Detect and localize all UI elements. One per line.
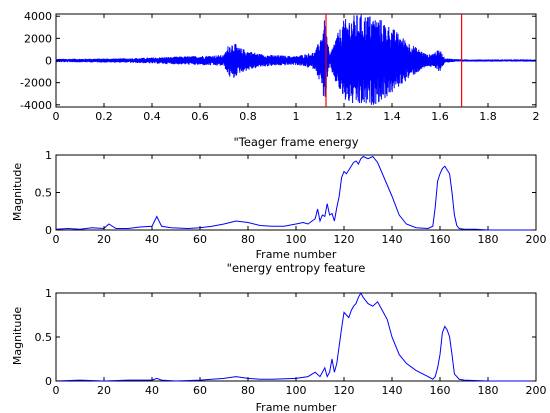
teager-energy-xtick-label: 80 [241,233,255,246]
waveform-xtick-label: 0.4 [143,110,161,123]
teager-energy-ytick-label: 0.5 [35,187,53,200]
waveform-xtick-label: 1 [293,110,300,123]
teager-energy-ylabel: Magnitude [11,163,24,222]
energy-entropy-xtick-label: 160 [430,384,451,397]
energy-entropy-panel: "energy entropy feature 0 20 40 60 80 100 120 1… [11,261,547,413]
energy-entropy-xtick-label: 20 [97,384,111,397]
waveform-panel: 0 0.2 0.4 0.6 0.8 1 1.2 1.4 1.6 1.8 2 4000 2000 0 -200… [20,10,539,123]
teager-energy-ytick-label: 0 [45,224,52,237]
teager-energy-ytick-label: 1 [45,149,52,162]
energy-entropy-series-layer [55,291,536,382]
waveform-ytick-label: 0 [45,55,52,68]
energy-entropy-ytick-label: 0 [45,375,52,388]
waveform-ytick-label: 4000 [24,10,52,23]
waveform-xtick-label: 0.2 [95,110,113,123]
teager-energy-ticks: 0 20 40 60 80 100 120 140 160 180 200 1 0.5 0 [35,149,547,246]
energy-entropy-ytick-label: 0.5 [35,331,53,344]
teager-energy-xtick-label: 20 [97,233,111,246]
waveform-series-line [55,14,537,105]
teager-energy-panel: "Teager frame energy 0 20 40 60 80 100 120 140 1… [11,135,547,261]
teager-energy-xtick-label: 140 [382,233,403,246]
energy-entropy-xtick-label: 60 [193,384,207,397]
energy-entropy-plot-area [55,292,537,382]
teager-energy-plot-area [55,154,537,231]
waveform-marker-layer [325,14,463,107]
energy-entropy-ticks: 0 20 40 60 80 100 120 140 160 180 200 1 0.5 0 [35,287,547,397]
waveform-xtick-label: 2 [533,110,540,123]
energy-entropy-xtick-label: 100 [286,384,307,397]
energy-entropy-xtick-label: 0 [53,384,60,397]
energy-entropy-xlabel: Frame number [256,401,337,413]
waveform-series-layer [55,14,537,105]
teager-energy-xtick-label: 40 [145,233,159,246]
teager-energy-xtick-label: 120 [334,233,355,246]
teager-energy-xtick-label: 100 [286,233,307,246]
teager-energy-xtick-label: 0 [53,233,60,246]
energy-entropy-ytick-label: 1 [45,287,52,300]
teager-energy-series-line [55,155,536,231]
energy-entropy-title: "energy entropy feature [227,261,366,275]
waveform-xtick-label: 0 [53,110,60,123]
teager-energy-xlabel: Frame number [256,248,337,261]
waveform-ytick-label: -2000 [20,77,52,90]
waveform-xtick-label: 0.8 [239,110,257,123]
energy-entropy-series-line [55,291,536,382]
teager-energy-xtick-label: 60 [193,233,207,246]
waveform-ytick-label: -4000 [20,99,52,112]
waveform-xtick-label: 0.6 [191,110,209,123]
energy-entropy-xtick-label: 200 [526,384,547,397]
waveform-ticks: 0 0.2 0.4 0.6 0.8 1 1.2 1.4 1.6 1.8 2 4000 2000 0 -200… [20,10,539,123]
teager-energy-xtick-label: 160 [430,233,451,246]
energy-entropy-xtick-label: 120 [334,384,355,397]
teager-energy-title: "Teager frame energy [233,135,358,149]
energy-entropy-xtick-label: 140 [382,384,403,397]
energy-entropy-xtick-label: 40 [145,384,159,397]
waveform-xtick-label: 1.8 [479,110,497,123]
teager-energy-xtick-label: 200 [526,233,547,246]
teager-energy-xtick-label: 180 [478,233,499,246]
energy-entropy-xtick-label: 80 [241,384,255,397]
waveform-xtick-label: 1.2 [335,110,353,123]
waveform-xtick-label: 1.4 [383,110,401,123]
energy-entropy-xtick-label: 180 [478,384,499,397]
waveform-xtick-label: 1.6 [431,110,449,123]
teager-energy-series-layer [55,155,536,231]
energy-entropy-ylabel: Magnitude [11,307,24,366]
waveform-ytick-label: 2000 [24,32,52,45]
